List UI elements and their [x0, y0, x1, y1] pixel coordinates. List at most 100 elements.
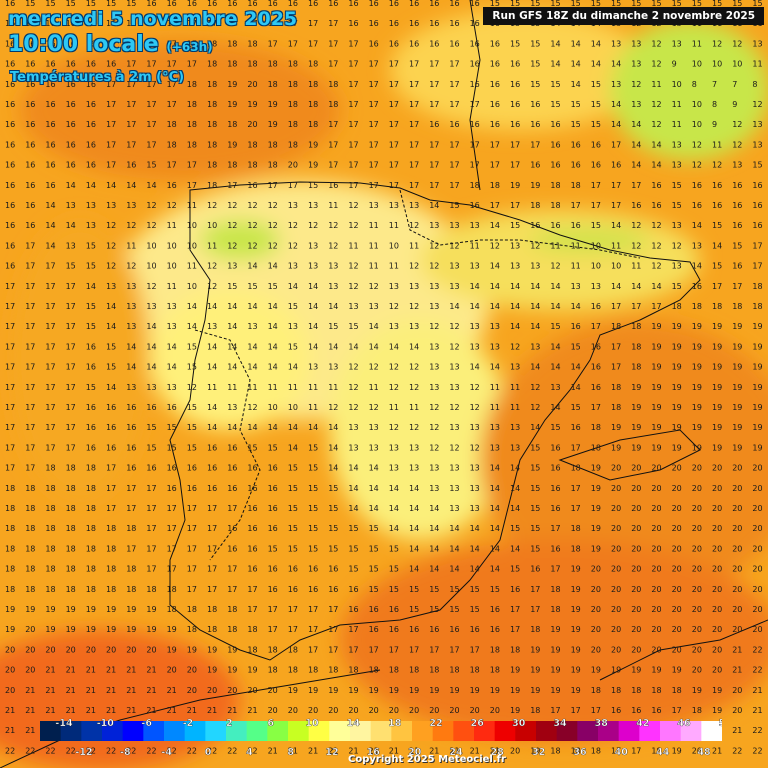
grid-value: 18 [308, 666, 318, 675]
grid-value: 16 [429, 625, 439, 634]
grid-value: 20 [752, 625, 762, 634]
grid-value: 21 [389, 746, 399, 755]
grid-value: 18 [86, 484, 96, 493]
grid-value: 12 [328, 221, 338, 230]
grid-value: 17 [187, 19, 197, 28]
grid-value: 16 [449, 19, 459, 28]
grid-value: 16 [530, 221, 540, 230]
grid-value: 14 [449, 565, 459, 574]
grid-value: 19 [328, 686, 338, 695]
grid-value: 14 [651, 282, 661, 291]
grid-value: 13 [490, 322, 500, 331]
grid-value: 19 [672, 746, 682, 755]
grid-value: 12 [510, 342, 520, 351]
grid-value: 19 [651, 342, 661, 351]
grid-value: 17 [146, 120, 156, 129]
grid-value: 12 [651, 120, 661, 129]
grid-value: 21 [712, 746, 722, 755]
grid-value: 15 [146, 161, 156, 170]
grid-value: 16 [571, 423, 581, 432]
grid-value: 13 [167, 302, 177, 311]
grid-value: 20 [692, 544, 702, 553]
grid-value: 12 [268, 201, 278, 210]
grid-value: 20 [672, 645, 682, 654]
grid-value: 18 [227, 625, 237, 634]
grid-value: 17 [187, 585, 197, 594]
grid-value: 19 [550, 686, 560, 695]
grid-value: 16 [45, 140, 55, 149]
grid-value: 15 [45, 0, 55, 8]
grid-value: 18 [86, 565, 96, 574]
grid-value: 9 [672, 60, 677, 69]
grid-value: 20 [672, 484, 682, 493]
grid-value: 17 [45, 403, 55, 412]
grid-value: 17 [66, 342, 76, 351]
grid-value: 17 [389, 161, 399, 170]
legend-swatch [680, 721, 702, 741]
grid-value: 15 [308, 181, 318, 190]
grid-value: 15 [268, 282, 278, 291]
grid-value: 15 [106, 342, 116, 351]
grid-value: 12 [449, 403, 459, 412]
grid-value: 16 [631, 706, 641, 715]
grid-value: 18 [530, 625, 540, 634]
grid-value: 18 [550, 181, 560, 190]
grid-value: 17 [449, 80, 459, 89]
grid-value: 18 [227, 39, 237, 48]
grid-value: 19 [25, 605, 35, 614]
grid-value: 17 [106, 464, 116, 473]
grid-value: 16 [86, 363, 96, 372]
grid-value: 18 [591, 423, 601, 432]
grid-value: 17 [591, 181, 601, 190]
grid-value: 17 [409, 140, 419, 149]
grid-value: 16 [25, 100, 35, 109]
grid-value: 13 [86, 201, 96, 210]
grid-value: 21 [5, 706, 15, 715]
grid-value: 7 [712, 80, 717, 89]
legend-label: 28 [491, 747, 505, 756]
grid-value: 16 [732, 262, 742, 271]
grid-value: 20 [631, 504, 641, 513]
grid-value: 16 [167, 484, 177, 493]
grid-value: 18 [187, 140, 197, 149]
grid-value: 12 [328, 241, 338, 250]
grid-value: 17 [591, 706, 601, 715]
grid-value: 13 [247, 322, 257, 331]
grid-value: 20 [227, 686, 237, 695]
grid-value: 16 [550, 464, 560, 473]
grid-value: 14 [550, 302, 560, 311]
grid-value: 13 [752, 120, 762, 129]
grid-value: 15 [752, 161, 762, 170]
grid-value: 16 [490, 605, 500, 614]
grid-value: 17 [409, 181, 419, 190]
grid-value: 14 [611, 221, 621, 230]
legend-swatch [81, 721, 103, 741]
grid-value: 14 [268, 262, 278, 271]
grid-value: 19 [591, 484, 601, 493]
grid-value: 12 [732, 120, 742, 129]
grid-value: 15 [530, 504, 540, 513]
grid-value: 13 [672, 262, 682, 271]
grid-value: 14 [631, 140, 641, 149]
grid-value: 14 [126, 181, 136, 190]
grid-value: 11 [651, 80, 661, 89]
grid-value: 17 [187, 544, 197, 553]
grid-value: 13 [449, 221, 459, 230]
grid-value: 17 [227, 19, 237, 28]
grid-value: 17 [126, 100, 136, 109]
grid-value: 18 [429, 666, 439, 675]
grid-value: 13 [429, 302, 439, 311]
grid-value: 20 [611, 645, 621, 654]
grid-value: 18 [207, 181, 217, 190]
grid-value: 14 [692, 221, 702, 230]
legend-label: 2 [226, 718, 233, 729]
grid-value: 20 [732, 565, 742, 574]
grid-value: 16 [530, 120, 540, 129]
grid-value: 17 [247, 585, 257, 594]
grid-value: 21 [126, 706, 136, 715]
grid-value: 20 [651, 565, 661, 574]
legend-label: 38 [595, 718, 609, 729]
grid-value: 12 [651, 221, 661, 230]
grid-value: 18 [106, 565, 116, 574]
grid-value: 14 [550, 282, 560, 291]
